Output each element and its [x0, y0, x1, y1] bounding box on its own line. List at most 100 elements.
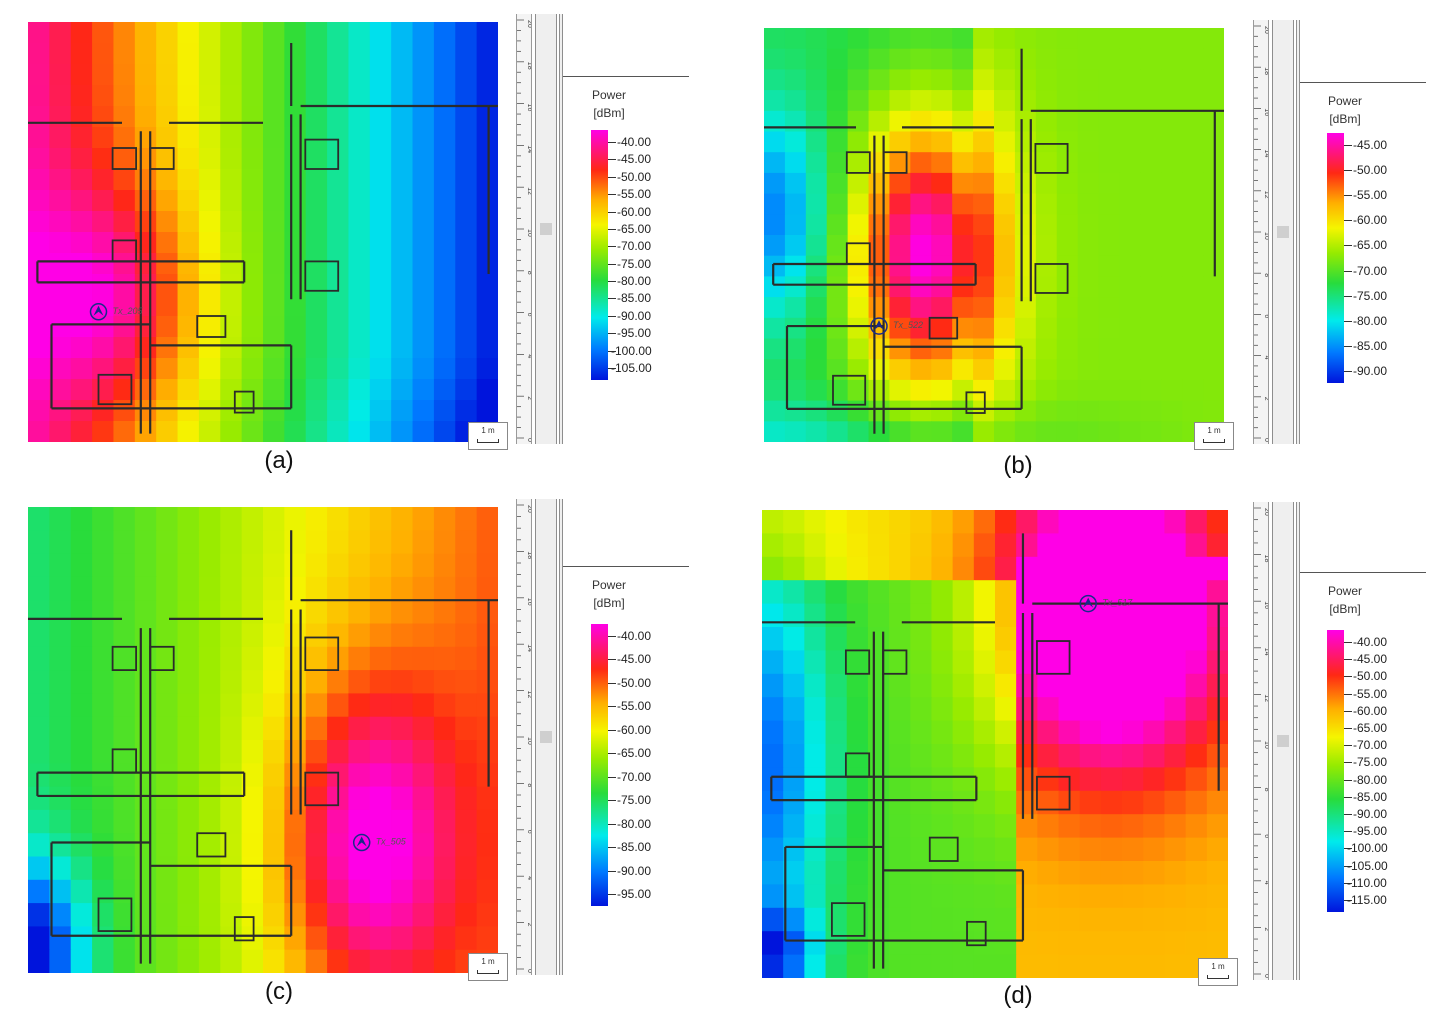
ruler-tick-label: 12 [526, 691, 531, 699]
heatmap-cell [1100, 510, 1123, 534]
heatmap-cell [804, 954, 827, 978]
heatmap-cell [49, 879, 72, 904]
colorbar-tick-label: -95.00 [1353, 824, 1388, 839]
heatmap-cell [1098, 69, 1121, 91]
heatmap-cell [825, 697, 848, 722]
heatmap-cell [1164, 954, 1187, 978]
heatmap-cell [476, 600, 498, 625]
heatmap-cell [241, 623, 264, 648]
heatmap-cell [348, 379, 371, 401]
heatmap-cell [49, 693, 72, 718]
heatmap-cell [1140, 172, 1162, 195]
heatmap-cell [220, 600, 243, 625]
heatmap-cell [28, 576, 50, 601]
heatmap-cell [348, 148, 371, 170]
transmitter-icon[interactable] [89, 303, 108, 321]
heatmap-cell [455, 274, 478, 296]
heatmap-cell [198, 316, 221, 338]
heatmap-cell [156, 421, 179, 442]
heatmap-cell [847, 317, 870, 340]
heatmap-cell [348, 295, 371, 317]
heatmap-cell [433, 786, 456, 811]
heatmap-cell [28, 169, 50, 191]
heatmap-cell [889, 673, 911, 698]
heatmap-cell [134, 64, 157, 86]
transmitter-icon[interactable] [1079, 594, 1097, 613]
heatmap-cell [70, 106, 93, 128]
heatmap-cell [764, 110, 786, 133]
scrollbar-thumb[interactable] [540, 731, 552, 743]
scrollbar-thumb[interactable] [540, 223, 552, 235]
ruler-tick-label: 8 [526, 783, 531, 787]
heatmap-cell [284, 530, 307, 555]
heatmap-cell [1079, 907, 1102, 932]
floor-plan-fixture [149, 147, 175, 170]
heatmap-cell [305, 22, 328, 44]
heatmap-cell [455, 211, 478, 233]
heatmap-cell [995, 861, 1017, 885]
vertical-scrollbar[interactable] [535, 499, 557, 975]
heatmap-cell [156, 530, 179, 555]
heatmap-cell [113, 316, 136, 338]
heatmap-cell [1119, 28, 1141, 50]
heatmap-cell [241, 232, 264, 254]
heatmap-cell [348, 693, 371, 718]
heatmap-cell [1037, 954, 1060, 978]
heatmap-cell [1077, 235, 1100, 257]
heatmap-cell [952, 954, 975, 978]
heatmap-cell [284, 670, 307, 694]
heatmap-cell [241, 646, 264, 671]
heatmap-cell [241, 337, 264, 359]
heatmap-cell [92, 211, 115, 233]
heatmap-cell [391, 856, 414, 881]
heatmap-cell [1143, 884, 1166, 909]
heatmap-cell [433, 646, 456, 671]
heatmap-cell [952, 603, 975, 628]
heatmap-cell [764, 317, 786, 340]
heatmap-cell [1185, 556, 1208, 581]
heatmap-cell [973, 861, 996, 885]
heatmap-cell [1079, 720, 1102, 745]
heatmap-cell [1035, 379, 1058, 402]
heatmap-cell [973, 90, 995, 112]
heatmap-cell [804, 627, 827, 651]
heatmap-cell [476, 379, 498, 401]
colorbar-tick-label: -50.00 [617, 675, 652, 690]
scrollbar-thumb[interactable] [1277, 735, 1289, 747]
heatmap-cell [28, 949, 50, 973]
heatmap-cell [433, 530, 456, 555]
heatmap-cell [177, 379, 200, 401]
heatmap-cell [241, 400, 264, 422]
heatmap-cell [327, 211, 350, 233]
vertical-scrollbar[interactable] [1272, 20, 1294, 444]
heatmap-cell [1058, 861, 1081, 885]
heatmap-cell [1056, 48, 1079, 70]
heatmap-cell [867, 954, 890, 978]
heatmap-cell [156, 926, 179, 951]
heatmap-cell [49, 740, 72, 764]
scrollbar-thumb[interactable] [1277, 226, 1289, 238]
heatmap-cell [973, 697, 996, 722]
heatmap-cell [867, 697, 890, 722]
vertical-scrollbar[interactable] [535, 14, 557, 444]
floor-plan-fixture [149, 645, 175, 672]
heatmap-cell [433, 169, 456, 191]
heatmap-cell [784, 69, 807, 91]
heatmap-cell [263, 211, 285, 233]
ruler-tick-label: 16 [526, 104, 531, 112]
heatmap-cell [305, 64, 328, 86]
heatmap-cell [995, 814, 1017, 839]
ruler-tick-label: 14 [1263, 150, 1268, 158]
heatmap-cell [156, 337, 179, 359]
vertical-scrollbar[interactable] [1272, 502, 1294, 980]
heatmap-cell [476, 716, 498, 741]
ruler-tick-label: 6 [526, 313, 531, 317]
heatmap-cell [28, 106, 50, 128]
heatmap-cell [889, 931, 911, 956]
transmitter-icon[interactable] [870, 317, 888, 335]
heatmap-cell [1035, 255, 1058, 277]
transmitter-icon[interactable] [352, 833, 371, 852]
heatmap-cell [1206, 697, 1228, 722]
heatmap-cell [391, 85, 414, 107]
heatmap-cell [764, 400, 786, 422]
